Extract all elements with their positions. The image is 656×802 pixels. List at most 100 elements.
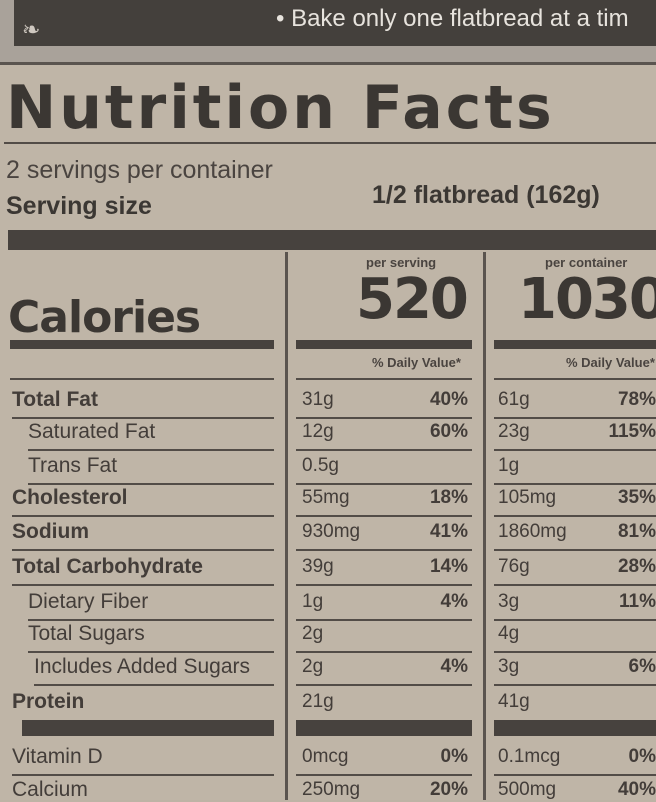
nutrient-name: Sodium <box>12 520 89 543</box>
nutrient-name: Saturated Fat <box>28 420 156 443</box>
row-rule-left <box>28 651 274 653</box>
label-title: Nutrition Facts <box>6 73 555 143</box>
serving-daily-value: 18% <box>429 487 468 508</box>
calories-bar-right <box>494 340 656 349</box>
container-amount: 500mg <box>498 779 557 800</box>
row-rule-mid <box>296 549 472 551</box>
row-rule-left <box>12 549 274 551</box>
nutrient-name: Protein <box>12 690 85 713</box>
header-rule-left <box>10 378 274 380</box>
row-rule-right <box>494 774 656 776</box>
row-rule-right <box>494 417 656 419</box>
row-rule-mid <box>296 417 472 419</box>
container-amount: 105mg <box>498 487 557 508</box>
dv-header-container: % Daily Value* <box>566 355 655 370</box>
row-rule-right <box>494 515 656 517</box>
per-container-label: per container <box>545 255 628 270</box>
row-rule-right <box>494 449 656 451</box>
row-rule-mid <box>296 684 472 686</box>
serving-daily-value: 20% <box>429 779 468 800</box>
serving-daily-value: 4% <box>440 656 468 677</box>
row-rule-left <box>12 584 274 586</box>
container-amount: 0.1mcg <box>498 746 561 767</box>
serving-amount: 31g <box>302 389 334 410</box>
row-rule-left <box>12 515 274 517</box>
bake-instruction: • Bake only one flatbread at a tim <box>276 5 629 32</box>
thick-divider-top <box>8 230 656 250</box>
row-rule-left <box>12 417 274 419</box>
container-daily-value: 0% <box>628 746 656 767</box>
serving-daily-value: 14% <box>429 556 468 577</box>
thick-divider-vitamins-mid <box>296 720 472 736</box>
header-rule-right <box>494 378 656 380</box>
container-daily-value: 78% <box>617 389 656 410</box>
row-rule-left <box>12 774 274 776</box>
row-rule-mid <box>296 774 472 776</box>
serving-daily-value: 41% <box>429 521 468 542</box>
nutrient-name: Dietary Fiber <box>28 590 149 613</box>
serving-amount: 55mg <box>302 487 350 508</box>
serving-amount: 12g <box>302 421 334 442</box>
serving-amount: 21g <box>302 691 334 712</box>
container-daily-value: 115% <box>608 421 656 442</box>
serving-amount: 39g <box>302 556 334 577</box>
instruction-banner: ❧ • Bake only one flatbread at a tim <box>14 0 656 46</box>
container-daily-value: 81% <box>617 521 656 542</box>
calories-per-container: 1030 <box>518 267 656 332</box>
serving-size-value: 1/2 flatbread (162g) <box>372 181 600 209</box>
container-amount: 3g <box>498 656 520 677</box>
calories-bar-mid <box>296 340 472 349</box>
row-rule-right <box>494 584 656 586</box>
serving-daily-value: 40% <box>429 389 468 410</box>
serving-daily-value: 0% <box>440 746 468 767</box>
nutrient-name: Cholesterol <box>12 486 128 509</box>
row-rule-right <box>494 483 656 485</box>
serving-amount: 2g <box>302 623 324 644</box>
calories-bar-left <box>10 340 274 349</box>
serving-amount: 930mg <box>302 521 361 542</box>
container-daily-value: 28% <box>617 556 656 577</box>
dv-header-serving: % Daily Value* <box>372 355 461 370</box>
sprig-icon: ❧ <box>22 18 41 43</box>
container-amount: 1g <box>498 455 520 476</box>
nutrition-label <box>0 62 656 800</box>
row-rule-left <box>28 449 274 451</box>
serving-amount: 0mcg <box>302 746 349 767</box>
row-rule-right <box>494 684 656 686</box>
container-daily-value: 6% <box>628 656 656 677</box>
row-rule-mid <box>296 651 472 653</box>
thick-divider-vitamins-right <box>494 720 656 736</box>
per-serving-label: per serving <box>366 255 437 270</box>
nutrient-name: Includes Added Sugars <box>34 655 250 678</box>
row-rule-mid <box>296 584 472 586</box>
serving-amount: 2g <box>302 656 324 677</box>
column-divider-left <box>285 252 288 800</box>
servings-per-container: 2 servings per container <box>6 156 273 184</box>
row-rule-left <box>28 619 274 621</box>
title-rule <box>4 142 656 144</box>
container-amount: 1860mg <box>498 521 567 542</box>
nutrient-name: Total Sugars <box>28 622 145 645</box>
container-amount: 4g <box>498 623 520 644</box>
row-rule-right <box>494 549 656 551</box>
label-top-border <box>0 62 656 65</box>
serving-amount: 0.5g <box>302 455 339 476</box>
column-divider-right <box>483 252 486 800</box>
nutrient-name: Total Fat <box>12 388 98 411</box>
container-daily-value: 11% <box>619 591 656 612</box>
nutrient-name: Total Carbohydrate <box>12 555 203 578</box>
row-rule-mid <box>296 515 472 517</box>
thick-divider-vitamins-left <box>22 720 274 736</box>
serving-amount: 1g <box>302 591 324 612</box>
serving-size-label: Serving size <box>6 192 152 220</box>
serving-daily-value: 60% <box>429 421 468 442</box>
container-amount: 23g <box>498 421 530 442</box>
container-amount: 76g <box>498 556 530 577</box>
row-rule-right <box>494 651 656 653</box>
row-rule-mid <box>296 483 472 485</box>
row-rule-left <box>28 483 274 485</box>
row-rule-right <box>494 619 656 621</box>
container-daily-value: 35% <box>617 487 656 508</box>
header-rule-mid <box>296 378 472 380</box>
row-rule-mid <box>296 619 472 621</box>
